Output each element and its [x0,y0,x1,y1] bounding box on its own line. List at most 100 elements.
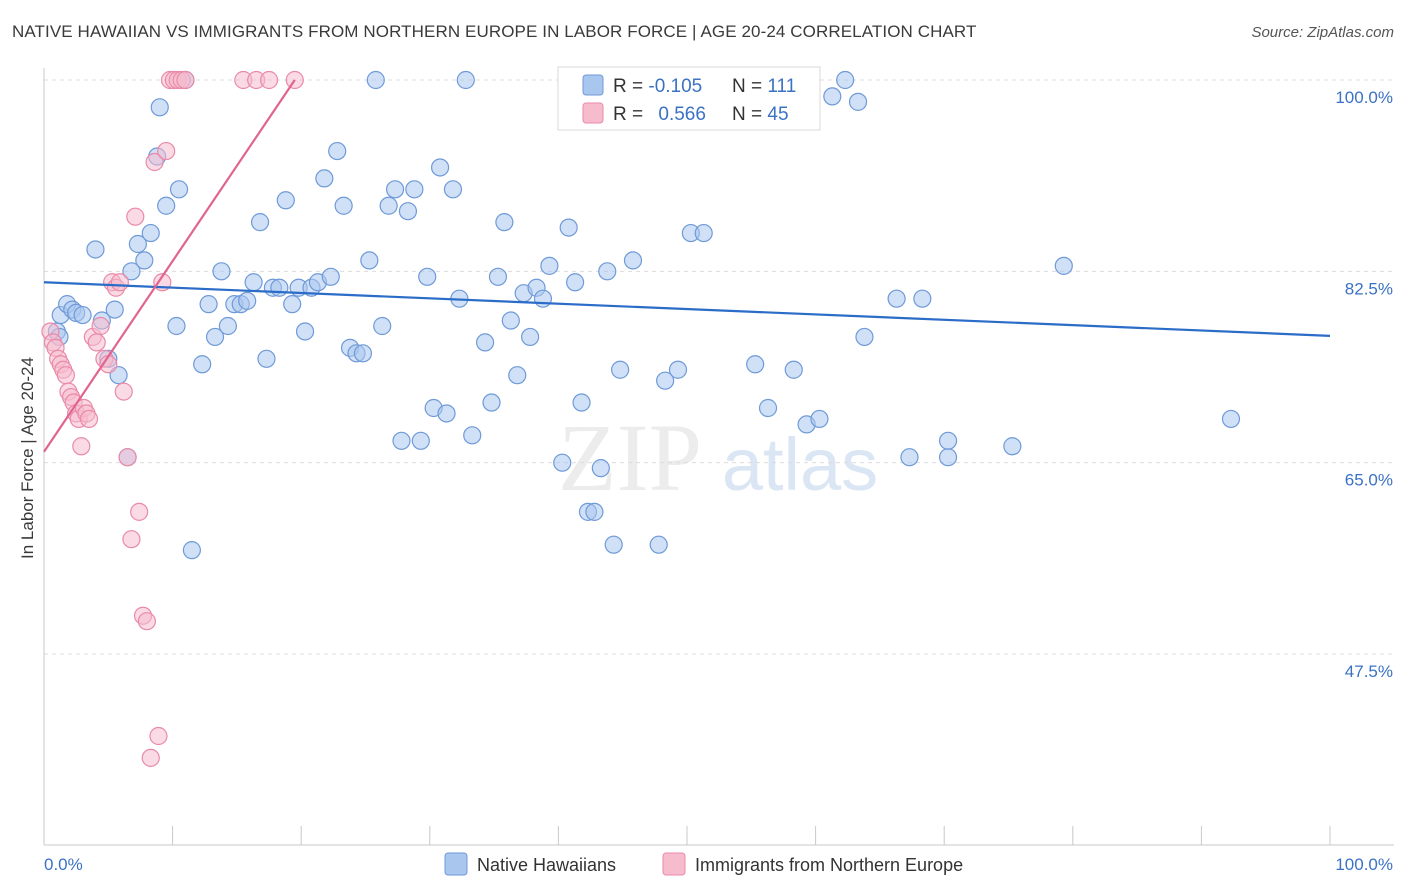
native-hawaiian-point-51 [366,70,385,90]
native-hawaiian-point-110 [1054,256,1073,275]
y-tick-label-1: 65.0% [1345,471,1393,490]
legend-label-immigrants-northern-europe: Immigrants from Northern Europe [695,855,963,875]
native-hawaiian-point-67 [475,333,495,352]
native-hawaiian-point-14 [128,234,147,254]
immigrant-northern-europe-point-31 [141,748,160,767]
native-hawaiian-point-10 [105,300,124,319]
native-hawaiian-point-90 [656,371,675,390]
native-hawaiian-point-89 [649,535,668,554]
immigrant-northern-europe-point-18 [91,316,110,336]
watermark-zip: ZIP [558,404,702,511]
stats-blue-n-value: 111 [767,76,796,97]
stats-legend-blue-swatch [582,74,604,96]
native-hawaiian-point-46 [334,196,353,215]
trend-line-immigrants-northern-europe [43,79,296,453]
native-hawaiian-point-70 [495,213,514,232]
native-hawaiian-point-87 [611,360,630,379]
native-hawaiian-point-84 [591,459,610,478]
native-hawaiian-point-6 [73,305,92,325]
native-hawaiian-point-7 [86,240,105,259]
immigrant-northern-europe-point-27 [126,207,145,226]
native-hawaiian-point-68 [482,393,501,412]
native-hawaiian-point-111 [1221,409,1241,429]
svg-text:N = 45: N = 45 [732,104,789,125]
native-hawaiian-point-79 [559,218,578,237]
native-hawaiian-point-65 [456,70,475,90]
immigrant-northern-europe-point-30 [137,612,156,631]
native-hawaiian-point-16 [141,223,160,243]
legend-swatch-native-hawaiians [444,852,468,876]
native-hawaiian-point-25 [199,295,218,314]
native-hawaiian-point-71 [501,311,520,330]
native-hawaiian-point-103 [855,327,874,347]
native-hawaiian-point-108 [938,431,958,450]
stats-legend: R = -0.105 N = 111 R = 0.566 N = 45 [557,66,821,131]
native-hawaiian-point-66 [463,426,482,445]
native-hawaiian-point-53 [379,196,398,215]
series-native-hawaiians [47,70,1241,560]
native-hawaiian-point-55 [392,431,411,450]
native-hawaiian-point-95 [758,398,778,418]
stats-pink-r-label: R = [613,104,648,125]
native-hawaiian-point-105 [900,448,919,467]
series-immigrants-northern-europe [41,70,304,767]
native-hawaiian-point-31 [238,291,257,310]
native-hawaiian-point-33 [250,213,270,232]
native-hawaiian-point-81 [572,393,591,412]
immigrant-northern-europe-point-24 [114,382,133,401]
native-hawaiian-point-45 [328,141,347,161]
stats-blue-r-value: -0.105 [648,76,702,97]
immigrant-northern-europe-point-15 [79,409,99,429]
stats-blue-n-label: N = [732,76,767,97]
native-hawaiian-point-36 [270,278,289,297]
stats-pink-n-value: 45 [767,104,788,125]
y-axis-label: In Labor Force | Age 20-24 [18,357,37,559]
native-hawaiian-point-100 [823,87,842,106]
source-credit: Source: ZipAtlas.com [1251,24,1394,41]
y-tick-labels: 47.5% 65.0% 82.5% 100.0% [1335,88,1393,681]
native-hawaiian-point-78 [553,453,572,472]
native-hawaiian-point-69 [488,267,508,286]
x-ticks [43,826,1331,845]
svg-text:R = 0.566: R = 0.566 [613,104,706,125]
stats-blue-r-label: R = [613,76,648,97]
immigrant-northern-europe-point-12 [72,437,91,456]
native-hawaiian-point-21 [169,180,189,199]
svg-text:R = -0.105: R = -0.105 [613,76,702,97]
native-hawaiian-point-93 [694,223,713,243]
native-hawaiian-point-23 [182,541,201,560]
native-hawaiian-point-99 [810,409,829,429]
native-hawaiian-point-107 [938,448,958,467]
native-hawaiian-point-18 [150,98,169,117]
native-hawaiian-point-38 [283,295,302,314]
native-hawaiian-point-20 [167,316,186,336]
native-hawaiian-point-109 [1003,437,1022,456]
native-hawaiian-point-97 [784,360,803,379]
immigrant-northern-europe-point-25 [118,448,137,467]
native-hawaiian-point-24 [193,355,212,374]
native-hawaiian-point-34 [257,349,276,368]
axes [43,68,1394,846]
native-hawaiian-point-83 [585,502,604,521]
trend-line-native-hawaiians [43,281,1331,337]
native-hawaiian-point-37 [276,191,295,210]
native-hawaiian-point-26 [205,327,225,347]
y-tick-label-2: 82.5% [1345,279,1393,298]
gridlines [44,79,1394,655]
immigrant-northern-europe-point-17 [87,333,106,352]
immigrant-northern-europe-point-33 [149,726,168,746]
native-hawaiian-point-72 [508,366,527,385]
immigrant-northern-europe-point-35 [157,141,176,161]
stats-legend-pink-swatch [582,102,604,124]
native-hawaiian-point-61 [430,158,450,177]
x-tick-label-max: 100.0% [1335,855,1393,874]
native-hawaiian-point-28 [218,316,237,336]
series-legend: Native Hawaiians Immigrants from Norther… [444,852,963,876]
native-hawaiian-point-62 [437,404,456,423]
trend-lines [43,79,1331,453]
immigrant-northern-europe-point-40 [176,70,195,90]
immigrant-northern-europe-point-6 [56,366,75,385]
native-hawaiian-point-91 [668,360,688,379]
native-hawaiian-point-80 [566,273,585,292]
native-hawaiian-point-27 [212,262,231,281]
